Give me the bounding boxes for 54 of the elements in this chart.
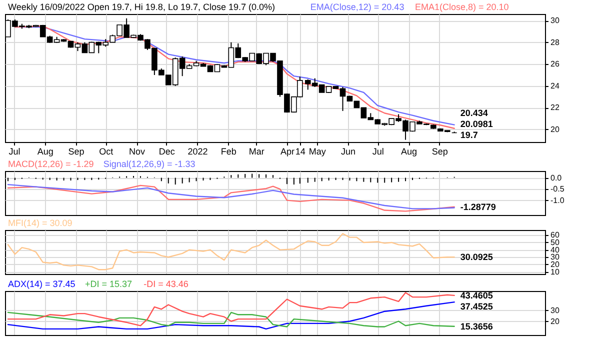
annotation: 19.7 [460,130,478,140]
line-series [7,301,455,330]
x-tick-label: Nov [129,146,146,156]
x-tick-label: Sep [68,146,84,156]
x-tick-label: Sep [432,146,448,156]
x-tick-label: Mar [248,146,264,156]
y-tick-label: 60 [550,230,560,240]
line-series [7,233,455,270]
x-tick-label: Aug [401,146,418,156]
x-tick-label: Oct [99,146,114,156]
annotation: 20.0981 [460,119,493,129]
y-tick-label: 50 [550,238,560,247]
x-tick-label: Aug [37,146,54,156]
y-tick-label: 30 [550,306,560,315]
x-tick-label: Jul [372,146,384,156]
y-tick-label: 26 [550,60,560,69]
x-tick-label: 14 [295,146,306,156]
y-tick-label: 10 [550,267,560,276]
x-tick-label: Jun [340,146,356,156]
x-tick-label: Dec [158,146,176,156]
text: EMA1(Close,8) = 20.10 [415,2,509,12]
text: -DI = 43.46 [144,279,188,289]
y-tick-label: 22 [550,103,560,112]
y-tick-label: 28 [550,38,560,47]
text: Signal(12,26,9) = -1.33 [103,159,196,169]
text: ADX(14) = 37.45 [8,279,76,289]
y-tick-label: 30 [550,252,560,262]
annotation: 20.434 [460,108,488,118]
x-tick-label: Jul [8,146,20,156]
annotation: -1.28779 [460,202,496,212]
y-tick-label: -1.0 [550,196,565,205]
y-tick-label: -0.5 [550,184,565,194]
series-label: MFI(14) = 30.09 [8,218,72,228]
y-tick-label: 24 [550,81,560,90]
annotation: 30.0925 [460,252,493,262]
text: EMA(Close,12) = 20.43 [310,2,404,12]
line-series [7,312,455,328]
annotation: 37.4525 [460,301,493,312]
x-tick-label: May [308,146,326,156]
y-tick-label: 30 [550,16,560,26]
x-tick-label: Apr [280,146,294,156]
text: +DI = 15.37 [85,279,132,289]
y-tick-label: 40 [550,245,560,254]
x-tick-label: Feb [220,146,236,156]
text: MACD(12,26) = -1.29 [8,159,94,169]
annotation: 43.4605 [460,290,493,300]
line-series [7,292,455,326]
chart-title: Weekly 16/09/2022 Open 19.7, Hi 19.8, Lo 19.7, Close 19.7 (0.0%) [8,2,276,12]
x-tick-label: 2022 [188,146,208,156]
annotation: 15.3656 [460,321,493,332]
y-tick-label: 20 [550,316,560,326]
y-tick-label: 20 [550,260,560,269]
y-tick-label: 0.0 [550,173,562,182]
y-tick-label: 20 [550,124,560,134]
